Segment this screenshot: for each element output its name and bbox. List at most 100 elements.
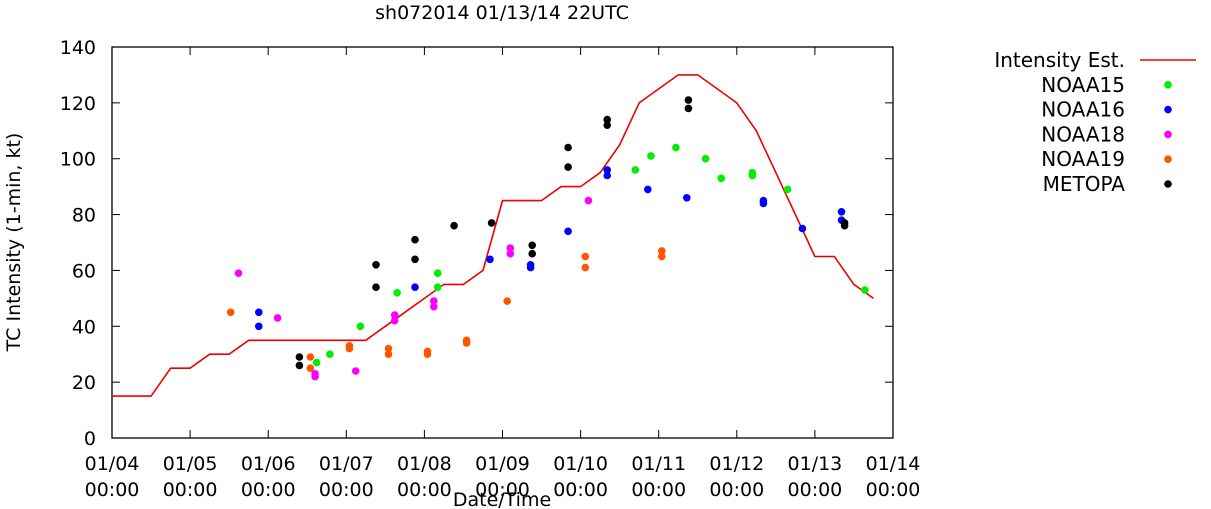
data-point-noaa16 <box>564 227 572 236</box>
data-point-noaa15 <box>717 174 725 183</box>
data-point-metopa <box>411 255 419 264</box>
legend-swatch-metopa <box>1164 180 1172 188</box>
data-point-noaa18 <box>430 302 438 311</box>
data-point-noaa18 <box>584 196 593 205</box>
data-point-noaa15 <box>356 322 365 331</box>
data-point-noaa16 <box>837 208 846 216</box>
x-tick-label-date: 01/13 <box>788 453 843 475</box>
legend-swatch-noaa19 <box>1164 155 1172 163</box>
data-point-metopa <box>295 361 304 370</box>
data-point-noaa19 <box>306 353 315 361</box>
data-point-noaa16 <box>526 261 535 269</box>
data-point-noaa19 <box>226 308 235 317</box>
data-point-noaa19 <box>658 252 666 261</box>
x-tick-label-date: 01/06 <box>241 453 296 475</box>
data-point-noaa18 <box>390 311 399 319</box>
data-point-metopa <box>411 235 419 244</box>
x-tick-label-time: 00:00 <box>631 479 686 501</box>
legend-label-noaa16: NOAA16 <box>1041 98 1125 122</box>
data-point-noaa18 <box>506 244 515 252</box>
data-point-noaa19 <box>345 342 354 350</box>
x-tick-label-date: 01/12 <box>709 453 764 475</box>
x-tick-label-time: 00:00 <box>319 479 374 501</box>
data-point-metopa <box>528 241 536 250</box>
y-tick-label: 60 <box>72 260 96 282</box>
data-point-noaa15 <box>393 289 401 297</box>
x-tick-label-time: 00:00 <box>475 479 530 501</box>
data-point-metopa <box>295 353 304 361</box>
data-point-noaa15 <box>433 269 442 278</box>
y-tick-label: 120 <box>60 93 96 115</box>
data-point-noaa19 <box>503 297 512 305</box>
data-point-noaa15 <box>433 283 442 292</box>
legend: Intensity Est.NOAA15NOAA16NOAA18NOAA19ME… <box>994 48 1196 196</box>
data-point-noaa16 <box>254 308 263 317</box>
x-tick-label-date: 01/05 <box>163 453 218 475</box>
data-point-metopa <box>564 163 572 171</box>
y-tick-label: 0 <box>84 428 96 450</box>
legend-label-intensity-est: Intensity Est. <box>994 48 1125 72</box>
x-tick-label-date: 01/08 <box>397 453 452 475</box>
data-point-noaa15 <box>631 166 640 174</box>
data-point-metopa <box>372 283 380 292</box>
y-tick-label: 100 <box>60 149 96 171</box>
y-axis-label: TC Intensity (1-min, kt) <box>3 133 25 353</box>
data-point-noaa19 <box>384 350 393 359</box>
data-point-metopa <box>528 249 536 258</box>
legend-label-noaa18: NOAA18 <box>1041 122 1125 146</box>
data-point-noaa19 <box>423 347 432 356</box>
y-axis: 0 20 40 60 80 100 120 140 <box>60 37 893 450</box>
data-point-metopa <box>487 219 496 227</box>
x-axis: 01/04 00:00 01/05 00:00 01/06 00:00 01/07 00:00… <box>85 47 921 501</box>
legend-swatch-noaa16 <box>1164 105 1172 114</box>
data-point-noaa18 <box>390 316 399 325</box>
data-point-noaa19 <box>306 364 315 373</box>
data-point-noaa19 <box>581 252 590 261</box>
legend-label-noaa15: NOAA15 <box>1041 73 1125 97</box>
x-tick-label-date: 01/09 <box>475 453 530 475</box>
data-point-metopa <box>840 219 849 227</box>
data-point-metopa <box>603 121 611 129</box>
x-tick-label-date: 01/11 <box>631 453 686 475</box>
data-point-noaa16 <box>603 171 611 180</box>
data-point-metopa <box>372 261 380 269</box>
x-tick-label-time: 00:00 <box>85 479 140 501</box>
x-tick-label-date: 01/14 <box>866 453 921 475</box>
data-point-noaa16 <box>644 185 652 194</box>
legend-label-metopa: METOPA <box>1043 172 1126 196</box>
data-point-noaa15 <box>748 168 757 177</box>
data-point-noaa16 <box>683 194 691 202</box>
data-point-noaa16 <box>254 322 263 331</box>
x-tick-label-time: 00:00 <box>241 479 296 501</box>
legend-swatch-noaa15 <box>1164 81 1172 89</box>
data-point-noaa16 <box>411 283 419 292</box>
data-point-noaa15 <box>672 143 680 152</box>
x-tick-label-time: 00:00 <box>553 479 608 501</box>
data-point-noaa15 <box>783 185 792 194</box>
y-tick-label: 140 <box>60 37 96 59</box>
data-point-noaa15 <box>861 286 869 294</box>
data-point-noaa15 <box>326 350 334 359</box>
x-tick-label-time: 00:00 <box>788 479 843 501</box>
data-point-noaa16 <box>759 196 768 205</box>
legend-label-noaa19: NOAA19 <box>1041 147 1125 171</box>
x-tick-label-time: 00:00 <box>163 479 218 501</box>
data-point-noaa18 <box>351 367 360 375</box>
x-axis-label: Date/Time <box>453 489 551 509</box>
x-tick-label-time: 00:00 <box>866 479 921 501</box>
legend-swatch-noaa18 <box>1164 130 1172 139</box>
data-point-noaa19 <box>462 336 471 345</box>
data-point-noaa18 <box>234 269 243 278</box>
y-tick-label: 80 <box>72 205 96 227</box>
data-point-metopa <box>450 221 458 230</box>
x-tick-label-date: 01/04 <box>85 453 140 475</box>
data-point-noaa15 <box>312 358 321 367</box>
data-point-noaa16 <box>486 255 494 264</box>
y-tick-label: 20 <box>72 372 96 394</box>
data-point-metopa <box>684 96 693 104</box>
x-tick-label-time: 00:00 <box>709 479 764 501</box>
data-point-noaa19 <box>658 247 666 255</box>
x-tick-label-date: 01/10 <box>553 453 608 475</box>
data-point-noaa16 <box>603 166 611 174</box>
